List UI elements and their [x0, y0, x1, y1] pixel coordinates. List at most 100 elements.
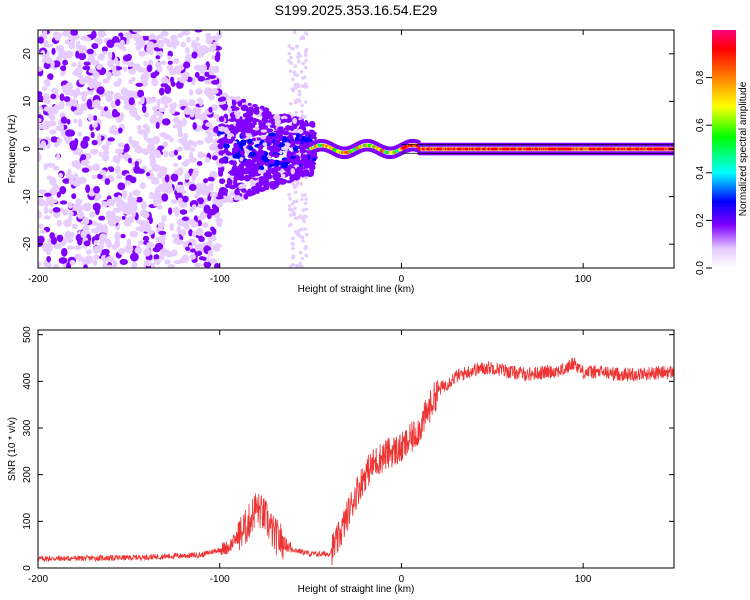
spectrogram-cell [104, 178, 111, 185]
spectrogram-cell [303, 65, 308, 70]
spectrogram-cell [218, 126, 226, 132]
spectrogram-cell [56, 153, 61, 161]
spectrogram-cell [130, 252, 139, 262]
spectrogram-cell [150, 262, 156, 268]
spectrogram-cell [297, 228, 302, 233]
spectrogram-cell [218, 166, 225, 173]
spectrogram-cell [287, 134, 294, 141]
spectrogram-cell [287, 192, 291, 197]
spectrogram-cell [196, 228, 203, 236]
spectrogram-cell [244, 117, 250, 123]
spectrogram-cell [101, 248, 110, 255]
spectrogram-cell [62, 59, 68, 66]
spectrogram-cell [184, 220, 190, 229]
spectrogram-cell [103, 106, 109, 112]
spectrogram-cell [169, 136, 174, 143]
spectrogram-cell [61, 30, 71, 37]
spectrogram-cell [38, 66, 43, 72]
spectrogram-cell [195, 140, 204, 145]
spectrogram-cell [282, 136, 288, 143]
spectrogram-cell [230, 105, 237, 109]
spectrogram-cell [134, 145, 143, 154]
spectrogram-cell [116, 174, 123, 180]
spectrogram-cell [156, 204, 163, 210]
spectrogram-cell [64, 39, 70, 45]
spectrogram-cell [92, 115, 98, 121]
spectrogram-cell [311, 157, 317, 162]
spectrogram-cell [209, 44, 217, 51]
spectrogram-cell [67, 215, 73, 222]
spectrogram-cell [188, 156, 197, 163]
spectrogram-cell [265, 137, 270, 144]
spectrogram-cell [66, 245, 75, 250]
spectrogram-cell [194, 243, 200, 252]
spectrogram-cell [300, 103, 304, 107]
spectrogram-cell [135, 34, 144, 44]
spectrogram-cell [262, 142, 268, 147]
spectrogram-cell [299, 36, 304, 41]
spectrogram-cell [89, 211, 96, 218]
spectrogram-cell [91, 42, 99, 49]
spectrogram-cell [191, 204, 197, 210]
spectrogram-cell [51, 47, 56, 55]
y-tick-label: 20 [22, 48, 33, 60]
spectrogram-cell [143, 60, 148, 66]
spectrogram-cell [45, 43, 54, 48]
spectrogram-cell [299, 119, 305, 126]
spectrogram-cell [128, 97, 135, 106]
spectrogram-cell [162, 141, 168, 148]
spectrogram-cell [294, 110, 298, 115]
spectrogram-cell [223, 143, 230, 149]
spectrogram-cell [228, 184, 237, 190]
spectrogram-cell [293, 99, 298, 103]
spectrogram-cell [60, 65, 67, 72]
spectrogram-cell [288, 207, 292, 212]
spectrogram-cell [223, 147, 229, 154]
spectrogram-cell [82, 136, 90, 142]
spectrogram-cell [238, 163, 246, 167]
spectrogram-cell [91, 122, 98, 128]
spectrogram-cell [152, 135, 161, 144]
spectrogram-cell [292, 117, 298, 125]
spectrogram-cell [94, 195, 100, 201]
spectrogram-cell [188, 219, 196, 225]
spectrogram-cell [135, 44, 142, 51]
spectrogram-cell [146, 96, 153, 104]
spectrogram-cell [287, 59, 291, 63]
spectrogram-cell [170, 34, 178, 43]
spectrogram-cell [213, 114, 220, 119]
spectrogram-cell [44, 78, 51, 88]
spectrogram-cell [127, 157, 133, 164]
spectrogram-cell [304, 100, 308, 104]
spectrogram-cell [296, 159, 302, 163]
spectrogram-cell [102, 78, 110, 84]
spectrogram-cell [292, 30, 297, 34]
spectrogram-cell [304, 232, 309, 237]
spectrogram-cell [50, 93, 57, 100]
spectrogram-cell [163, 134, 171, 140]
spectrogram-cell [140, 72, 150, 82]
spectrogram-cell [96, 64, 103, 71]
spectrogram-cell [178, 99, 188, 104]
spectrogram-cell [229, 95, 235, 100]
spectrogram-cell [208, 65, 215, 71]
spectrogram-cell [112, 65, 117, 74]
colorbar-tick-label: 0.0 [695, 261, 706, 275]
spectrogram-cell [75, 87, 81, 97]
spectrogram-cell [297, 92, 302, 97]
spectrogram-cell [300, 256, 305, 261]
y-tick-label: 300 [22, 419, 33, 436]
spectrogram-cell [93, 259, 98, 266]
spectrogram-cell [297, 89, 302, 94]
spectrogram-cell [140, 96, 145, 105]
spectrogram-cell [137, 129, 146, 135]
spectrogram-cell [290, 87, 295, 92]
colorbar-tick-label: 0.4 [695, 165, 706, 179]
spectrogram-cell [181, 30, 191, 36]
spectrogram-cell [90, 220, 98, 227]
spectrogram-cell [230, 113, 235, 120]
spectrogram-cell [194, 111, 201, 116]
spectrogram-cell [115, 165, 121, 175]
spectrogram-cell [49, 129, 57, 135]
spectrogram-cell [41, 243, 50, 248]
